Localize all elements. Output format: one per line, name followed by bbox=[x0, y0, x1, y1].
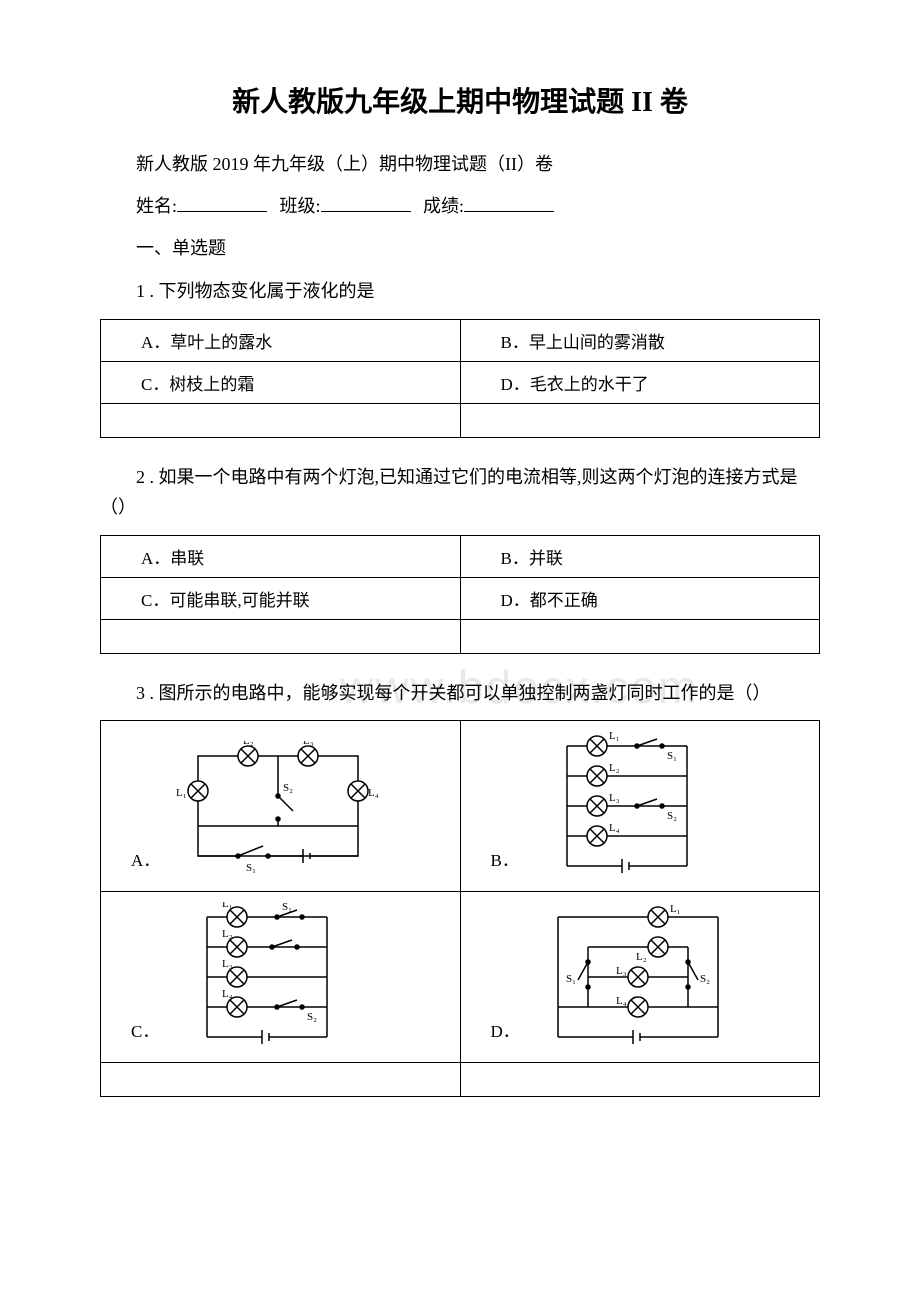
svg-text:S₁: S₁ bbox=[667, 750, 677, 762]
svg-text:S₂: S₂ bbox=[283, 782, 293, 794]
svg-text:L₃: L₃ bbox=[222, 958, 233, 970]
q1-empty-right bbox=[460, 403, 820, 437]
q3-empty-right bbox=[460, 1063, 820, 1097]
q3-label-d: D． bbox=[471, 1017, 520, 1042]
q3-option-b: B． L₁ S₁ bbox=[460, 721, 820, 892]
score-label: 成绩: bbox=[423, 196, 464, 216]
svg-text:L₃: L₃ bbox=[616, 965, 627, 977]
svg-text:S₁: S₁ bbox=[282, 902, 292, 913]
circuit-diagram-d: L₁ L₂ S₁ bbox=[528, 902, 748, 1052]
svg-text:L₁: L₁ bbox=[609, 731, 620, 742]
q2-option-b: B．并联 bbox=[460, 535, 820, 577]
svg-text:S₂: S₂ bbox=[700, 973, 710, 985]
question-3-options: A． L₁ L₂ L₃ bbox=[100, 720, 820, 1097]
svg-text:L₂: L₂ bbox=[609, 762, 620, 774]
section-heading: 一、单选题 bbox=[100, 234, 820, 260]
question-2-text: 2 . 如果一个电路中有两个灯泡,已知通过它们的电流相等,则这两个灯泡的连接方式… bbox=[100, 462, 820, 523]
svg-text:S₁: S₁ bbox=[566, 973, 576, 985]
svg-text:L₃: L₃ bbox=[303, 741, 314, 747]
q2-option-a: A．串联 bbox=[101, 535, 461, 577]
score-blank[interactable] bbox=[464, 211, 554, 212]
q1-empty-left bbox=[101, 403, 461, 437]
svg-text:L₂: L₂ bbox=[222, 928, 233, 940]
name-label: 姓名: bbox=[136, 196, 177, 216]
svg-text:L₁: L₁ bbox=[176, 787, 187, 799]
svg-text:L₂: L₂ bbox=[243, 741, 254, 747]
svg-text:L₄: L₄ bbox=[616, 995, 627, 1007]
student-info-line: 姓名: 班级: 成绩: bbox=[100, 192, 820, 218]
svg-text:L₂: L₂ bbox=[636, 951, 647, 963]
circuit-diagram-c: L₁ S₁ L₂ bbox=[167, 902, 367, 1052]
q3-option-c: C． L₁ S₁ bbox=[101, 892, 461, 1063]
q3-option-a: A． L₁ L₂ L₃ bbox=[101, 721, 461, 892]
q3-label-b: B． bbox=[471, 846, 519, 871]
circuit-diagram-b: L₁ S₁ L₂ L₃ bbox=[527, 731, 727, 881]
q1-option-d: D．毛衣上的水干了 bbox=[460, 361, 820, 403]
svg-text:L₁: L₁ bbox=[222, 902, 233, 910]
q1-option-b: B．早上山间的雾消散 bbox=[460, 319, 820, 361]
page-title: 新人教版九年级上期中物理试题 II 卷 bbox=[100, 80, 820, 120]
svg-text:L₃: L₃ bbox=[609, 792, 620, 804]
question-1-options: A．草叶上的露水 B．早上山间的雾消散 C．树枝上的霜 D．毛衣上的水干了 bbox=[100, 319, 820, 438]
q2-empty-right bbox=[460, 619, 820, 653]
q3-empty-left bbox=[101, 1063, 461, 1097]
q1-option-a: A．草叶上的露水 bbox=[101, 319, 461, 361]
svg-text:L₁: L₁ bbox=[670, 903, 681, 915]
svg-text:L₄: L₄ bbox=[609, 822, 620, 834]
q1-option-c: C．树枝上的霜 bbox=[101, 361, 461, 403]
q2-empty-left bbox=[101, 619, 461, 653]
subtitle: 新人教版 2019 年九年级（上）期中物理试题（II）卷 bbox=[100, 150, 820, 176]
question-1-text: 1 . 下列物态变化属于液化的是 bbox=[100, 276, 820, 307]
q3-option-d: D． L₁ L₂ bbox=[460, 892, 820, 1063]
svg-text:L₄: L₄ bbox=[222, 988, 233, 1000]
question-2-options: A．串联 B．并联 C．可能串联,可能并联 D．都不正确 bbox=[100, 535, 820, 654]
svg-text:S₂: S₂ bbox=[667, 810, 677, 822]
class-label: 班级: bbox=[280, 196, 321, 216]
q2-option-d: D．都不正确 bbox=[460, 577, 820, 619]
q2-option-c: C．可能串联,可能并联 bbox=[101, 577, 461, 619]
class-blank[interactable] bbox=[321, 211, 411, 212]
q3-label-a: A． bbox=[111, 846, 160, 871]
question-3-text: 3 . 图所示的电路中，能够实现每个开关都可以单独控制两盏灯同时工作的是（） bbox=[100, 678, 820, 709]
svg-text:L₄: L₄ bbox=[368, 787, 379, 799]
circuit-diagram-a: L₁ L₂ L₃ L₄ bbox=[168, 741, 388, 881]
q3-label-c: C． bbox=[111, 1017, 159, 1042]
svg-text:S₁: S₁ bbox=[246, 862, 256, 874]
svg-text:S₂: S₂ bbox=[307, 1011, 317, 1023]
name-blank[interactable] bbox=[177, 211, 267, 212]
